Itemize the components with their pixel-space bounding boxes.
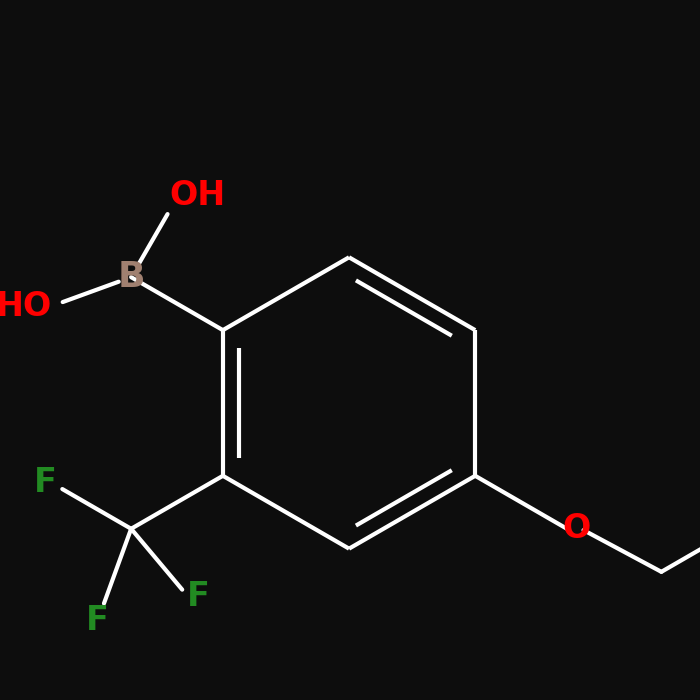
Text: F: F [34, 466, 57, 499]
Text: B: B [118, 260, 145, 294]
Text: F: F [86, 603, 108, 636]
Text: O: O [563, 512, 591, 545]
Text: HO: HO [0, 290, 52, 323]
Text: OH: OH [169, 179, 225, 213]
Text: F: F [188, 580, 210, 612]
